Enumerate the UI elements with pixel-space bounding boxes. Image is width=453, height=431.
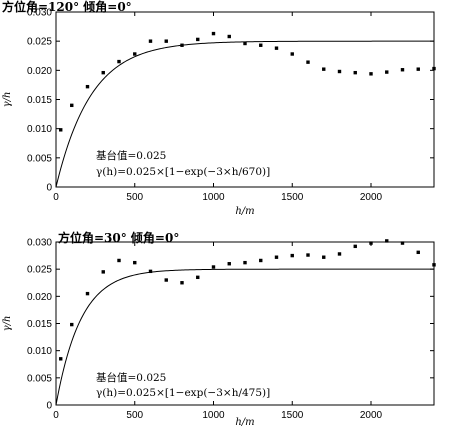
data-point — [400, 68, 405, 72]
data-point — [227, 34, 231, 39]
data-point — [322, 255, 326, 259]
annotation-sill: 基台值=0.025 — [96, 149, 166, 162]
y-tick-label: 0 — [46, 401, 52, 412]
data-point — [400, 241, 405, 245]
data-point — [164, 39, 168, 43]
data-point — [148, 269, 153, 274]
data-point — [85, 84, 90, 89]
x-tick-label: 1500 — [281, 192, 304, 203]
model-curve — [55, 40, 434, 188]
y-tick-label: 0.020 — [27, 66, 52, 77]
data-point — [117, 258, 121, 263]
data-point — [227, 262, 231, 266]
y-tick-label: 0.015 — [27, 95, 52, 106]
data-point — [337, 252, 342, 256]
x-tick-label: 0 — [53, 410, 59, 421]
x-tick-label: 500 — [126, 410, 143, 421]
annotation-sill: 基台值=0.025 — [96, 371, 166, 384]
y-tick-label: 0.025 — [27, 37, 52, 48]
data-point — [432, 66, 436, 71]
y-axis-label: γ/h — [2, 316, 13, 332]
annotation-model-equation: γ(h)=0.025×[1−exp(−3×h/475)] — [96, 387, 270, 399]
x-tick-label: 500 — [126, 192, 143, 203]
data-point — [290, 253, 294, 258]
y-tick-label: 0.020 — [27, 292, 52, 303]
data-point — [148, 39, 153, 43]
data-point — [369, 72, 373, 76]
data-point — [416, 67, 420, 71]
model-curve — [55, 268, 434, 406]
y-tick-label: 0.010 — [27, 346, 52, 357]
data-point — [243, 260, 247, 265]
data-point — [133, 260, 137, 265]
annotation-model-equation: γ(h)=0.025×[1−exp(−3×h/670)] — [96, 166, 270, 178]
data-point — [164, 278, 168, 282]
data-point — [59, 357, 63, 361]
data-point — [211, 265, 216, 269]
x-tick-label: 1000 — [202, 192, 225, 203]
x-tick-label: 0 — [53, 192, 59, 203]
data-point — [322, 67, 326, 71]
data-point — [70, 322, 74, 327]
y-tick-label: 0.025 — [27, 265, 52, 276]
data-point — [353, 244, 357, 249]
x-tick-label: 2000 — [360, 192, 383, 203]
data-point — [101, 270, 105, 274]
data-point — [306, 253, 310, 257]
data-point — [101, 70, 105, 75]
data-point — [196, 37, 200, 42]
data-point — [133, 52, 137, 56]
x-tick-label: 2000 — [360, 410, 383, 421]
y-tick-label: 0.015 — [27, 319, 52, 330]
data-point — [290, 52, 294, 56]
y-tick-label: 0.005 — [27, 373, 52, 384]
data-point — [180, 281, 184, 285]
data-point — [385, 70, 389, 74]
data-point — [59, 128, 63, 132]
data-point — [337, 69, 342, 74]
data-point — [196, 275, 200, 280]
y-tick-label: 0.010 — [27, 124, 52, 135]
x-axis-label: h/m — [235, 417, 254, 428]
data-point — [259, 258, 263, 263]
y-tick-label: 0.030 — [27, 238, 52, 249]
chart-panel-1: 方位角=120° 倾角=0° 0 0.005 0.010 0.015 0.020 0.025… — [2, 0, 436, 217]
data-point — [369, 241, 373, 245]
x-tick-label: 1500 — [281, 410, 304, 421]
y-tick-label: 0.005 — [27, 153, 52, 164]
data-point — [306, 60, 310, 64]
chart-title: 方位角=120° 倾角=0° — [2, 0, 132, 14]
data-point — [243, 41, 247, 46]
data-point — [274, 255, 279, 259]
data-point — [432, 263, 436, 267]
y-tick-label: 0.030 — [27, 8, 52, 19]
data-point — [274, 46, 279, 50]
data-point — [117, 59, 121, 64]
chart-panel-2: 方位角=30° 倾角=0° 0 0.005 0.010 0.015 0.020 0.025 0… — [2, 230, 436, 428]
data-point — [70, 103, 74, 108]
data-point — [385, 239, 389, 243]
x-axis-label: h/m — [235, 206, 254, 217]
y-axis-label: γ/h — [2, 92, 13, 108]
x-tick-label: 1000 — [202, 410, 225, 421]
chart-title: 方位角=30° 倾角=0° — [58, 230, 179, 245]
data-point — [353, 70, 357, 75]
data-point — [211, 31, 216, 36]
data-point — [259, 43, 263, 47]
data-point — [416, 250, 420, 255]
y-tick-label: 0 — [46, 183, 52, 194]
data-point — [85, 291, 90, 296]
